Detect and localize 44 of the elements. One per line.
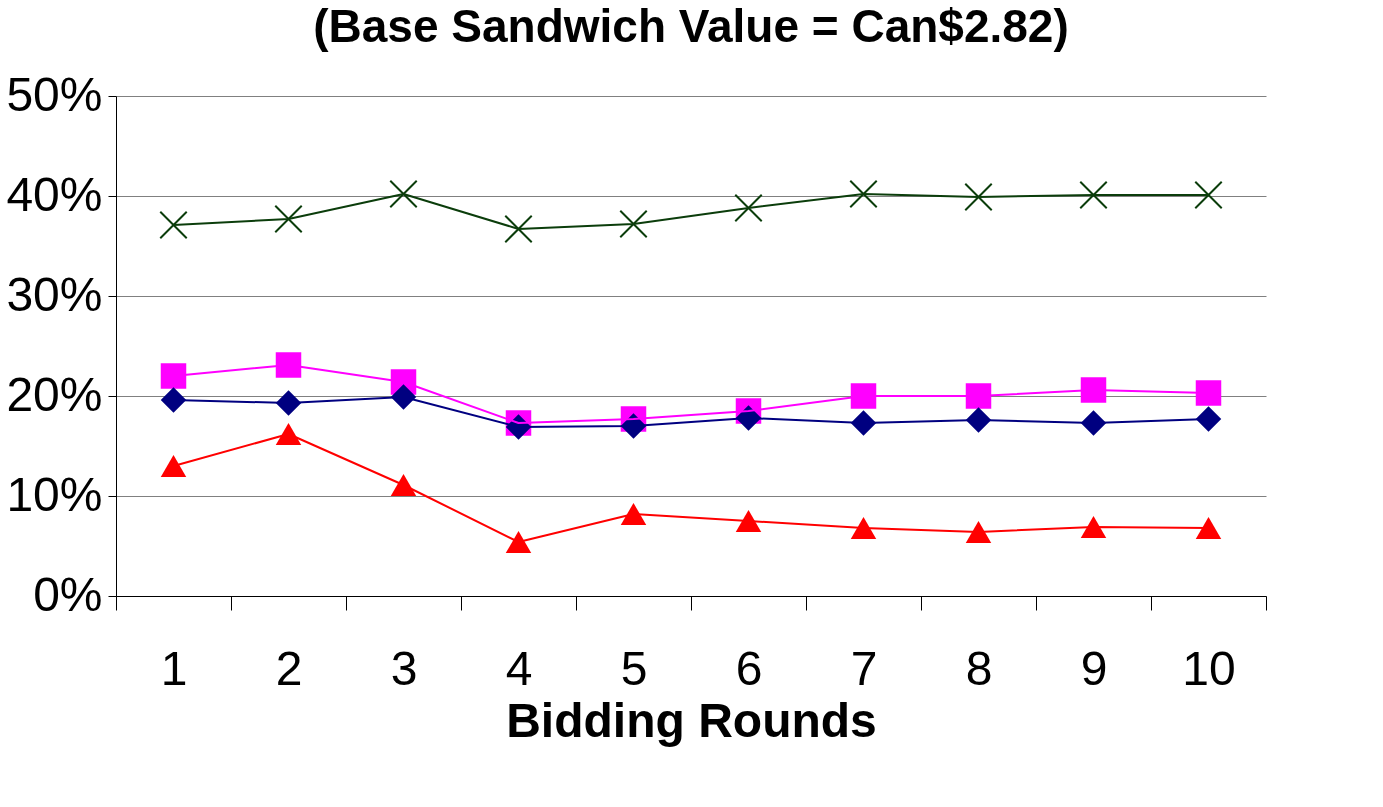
x-tick-label: 10 [1182, 641, 1236, 695]
point [274, 204, 303, 234]
point [160, 363, 187, 389]
x-tick-label: 1 [160, 641, 188, 695]
point [160, 387, 187, 413]
y-tick-label: 50% [6, 67, 103, 121]
point [1195, 380, 1222, 406]
x-tick-label: 7 [850, 641, 878, 695]
point [1080, 377, 1107, 403]
x-tick-label: 2 [275, 641, 303, 695]
point [159, 210, 188, 240]
point [505, 530, 532, 554]
point [504, 214, 533, 244]
point [160, 454, 187, 478]
point [735, 509, 762, 533]
x-tick-label: 4 [505, 641, 533, 695]
x-tick-label: 8 [965, 641, 993, 695]
point [849, 179, 878, 209]
point [275, 352, 302, 378]
y-tick-label: 0% [33, 567, 103, 621]
x-axis-title: Bidding Rounds [506, 693, 877, 747]
x-tick-label: 5 [620, 641, 648, 695]
point [964, 182, 993, 212]
y-tick-label: 10% [6, 467, 103, 521]
point [734, 193, 763, 223]
point [389, 179, 418, 209]
y-tick-label: 40% [6, 167, 103, 221]
point [619, 209, 648, 239]
point [1195, 516, 1222, 540]
point [850, 383, 877, 409]
point [1080, 515, 1107, 539]
point [850, 516, 877, 540]
point [1195, 406, 1222, 432]
point [965, 520, 992, 544]
x-tick-label: 6 [735, 641, 763, 695]
point [1194, 180, 1223, 210]
y-tick-label: 30% [6, 267, 103, 321]
y-tick-label: 20% [6, 367, 103, 421]
point [390, 384, 417, 410]
x-tick-label: 3 [390, 641, 418, 695]
point [1079, 180, 1108, 210]
x-tick-label: 9 [1080, 641, 1108, 695]
point [965, 383, 992, 409]
chart-title: (Base Sandwich Value = Can$2.82) [313, 0, 1069, 52]
